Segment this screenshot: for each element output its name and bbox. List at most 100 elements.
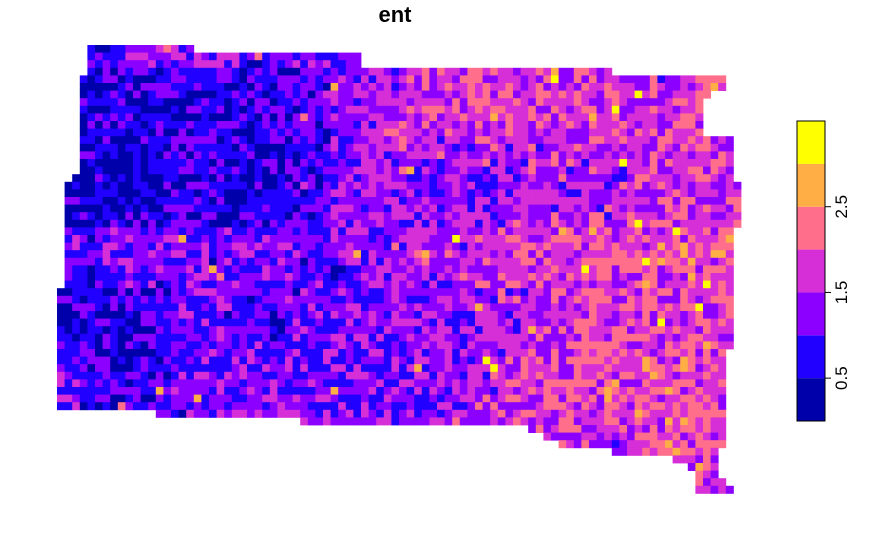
raster-cell <box>216 98 225 107</box>
raster-cell <box>315 333 324 342</box>
raster-cell <box>467 250 476 259</box>
raster-cell <box>649 417 658 426</box>
raster-cell <box>505 257 514 266</box>
raster-cell <box>239 318 248 327</box>
raster-cell <box>551 311 559 319</box>
raster-cell <box>64 242 73 251</box>
raster-cell <box>649 166 658 175</box>
raster-cell <box>528 250 537 259</box>
raster-cell <box>95 189 103 198</box>
raster-cell <box>330 174 339 183</box>
raster-cell <box>642 288 651 297</box>
raster-cell <box>87 75 96 84</box>
raster-cell <box>429 151 438 160</box>
raster-cell <box>482 280 491 289</box>
raster-cell <box>307 318 316 327</box>
raster-cell <box>368 394 377 403</box>
raster-cell <box>201 113 210 122</box>
raster-cell <box>110 402 119 411</box>
raster-cell <box>376 402 385 411</box>
raster-cell <box>657 189 666 198</box>
raster-cell <box>429 265 438 274</box>
raster-cell <box>543 128 552 137</box>
raster-cell <box>155 288 164 297</box>
raster-cell <box>520 242 529 251</box>
raster-cell <box>687 364 696 373</box>
raster-cell <box>133 326 141 335</box>
raster-cell <box>414 379 423 388</box>
raster-cell <box>611 235 620 243</box>
raster-cell <box>421 242 430 251</box>
raster-cell <box>292 105 301 114</box>
raster-cell <box>376 166 385 175</box>
raster-cell <box>224 288 233 297</box>
raster-cell <box>543 349 552 357</box>
raster-cell <box>482 204 491 213</box>
raster-cell <box>361 303 369 312</box>
raster-cell <box>642 356 651 365</box>
raster-cell <box>414 67 423 76</box>
raster-cell <box>247 67 255 76</box>
raster-cell <box>566 295 575 304</box>
raster-cell <box>497 67 506 76</box>
raster-cell <box>573 379 582 388</box>
raster-cell <box>285 67 293 76</box>
raster-cell <box>589 371 597 380</box>
raster-cell <box>475 333 483 342</box>
raster-cell <box>421 128 430 137</box>
raster-cell <box>497 402 506 411</box>
raster-cell <box>79 98 88 107</box>
raster-cell <box>687 105 696 114</box>
raster-cell <box>216 295 225 304</box>
raster-cell <box>87 265 96 274</box>
raster-cell <box>627 447 635 456</box>
raster-cell <box>140 75 149 84</box>
raster-cell <box>558 318 567 327</box>
raster-cell <box>725 189 734 198</box>
raster-cell <box>330 143 339 152</box>
raster-cell <box>695 318 704 327</box>
raster-cell <box>125 333 134 342</box>
raster-cell <box>649 341 658 350</box>
raster-cell <box>695 166 704 175</box>
raster-cell <box>680 250 689 259</box>
raster-cell <box>596 90 605 99</box>
raster-cell <box>163 235 172 243</box>
raster-cell <box>383 318 392 327</box>
raster-cell <box>193 219 202 228</box>
raster-cell <box>72 295 81 304</box>
raster-cell <box>475 356 483 365</box>
raster-cell <box>399 121 407 129</box>
raster-cell <box>79 379 88 388</box>
raster-cell <box>57 349 65 357</box>
raster-cell <box>421 174 430 183</box>
raster-cell <box>642 371 651 380</box>
raster-cell <box>604 151 613 160</box>
raster-cell <box>72 242 81 251</box>
raster-cell <box>649 219 658 228</box>
raster-cell <box>649 333 658 342</box>
raster-cell <box>642 303 651 312</box>
raster-cell <box>125 90 134 99</box>
raster-cell <box>224 166 233 175</box>
raster-cell <box>338 98 347 107</box>
raster-cell <box>475 303 483 312</box>
raster-cell <box>117 265 126 274</box>
raster-cell <box>383 273 392 281</box>
raster-cell <box>117 121 126 129</box>
raster-cell <box>330 181 339 190</box>
raster-cell <box>110 288 119 297</box>
raster-cell <box>148 280 157 289</box>
raster-cell <box>292 67 301 76</box>
raster-cell <box>125 288 134 297</box>
raster-cell <box>338 387 347 395</box>
raster-cell <box>680 333 689 342</box>
raster-cell <box>665 425 673 433</box>
raster-cell <box>581 440 590 449</box>
raster-cell <box>72 371 81 380</box>
raster-cell <box>102 151 111 160</box>
raster-cell <box>467 166 476 175</box>
raster-cell <box>513 349 521 357</box>
raster-cell <box>262 189 271 198</box>
raster-cell <box>171 143 179 152</box>
